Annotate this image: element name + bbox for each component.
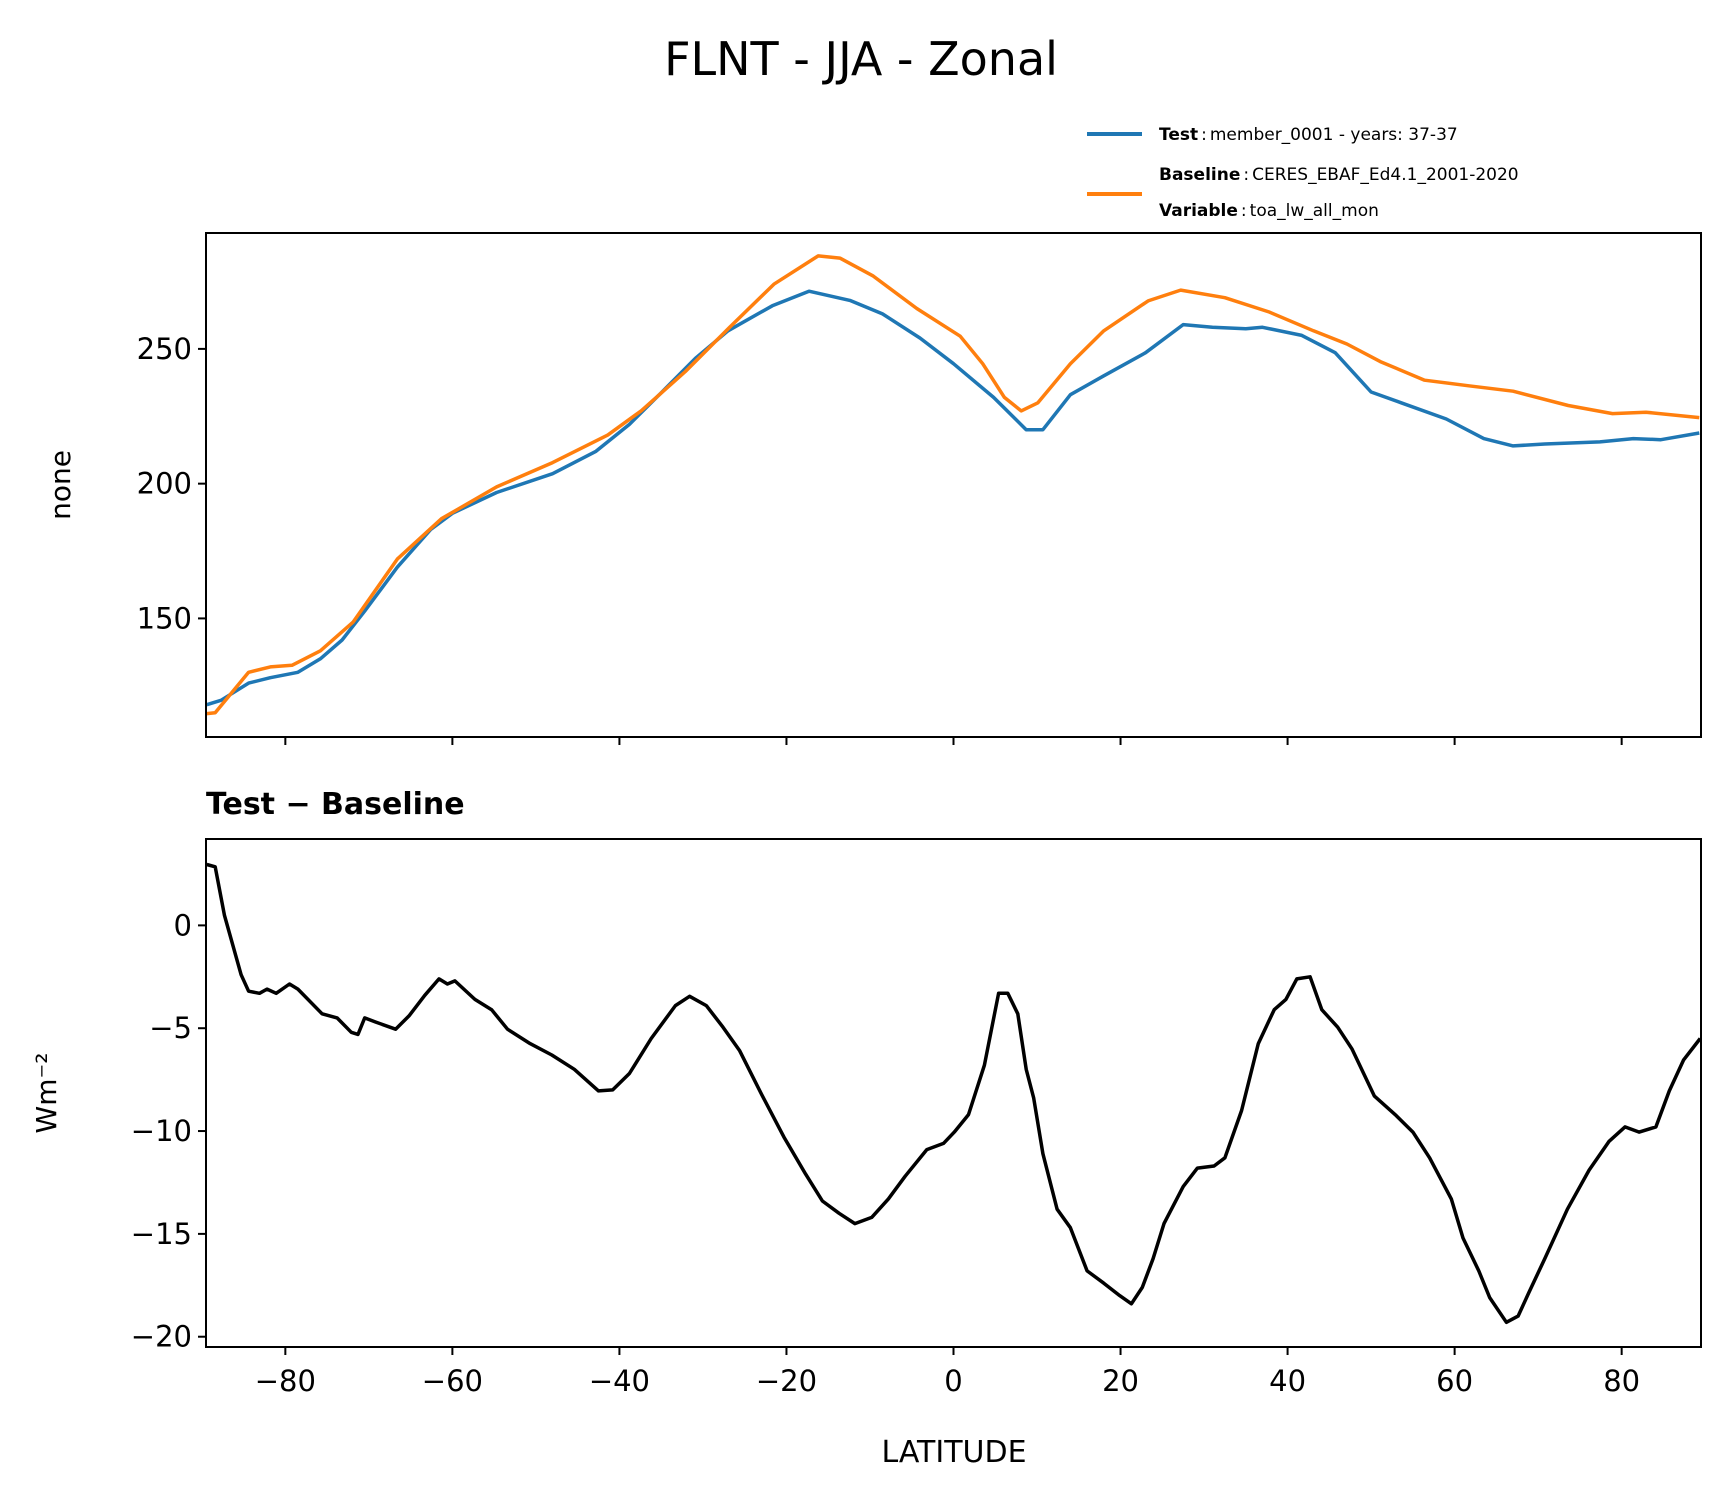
y-tick-label: 200 [137,467,192,501]
x-tick-label: −60 [422,1364,483,1398]
legend: Test: member_0001 - years: 37-37 Baseline… [1087,125,1519,221]
x-tick-label: 20 [1102,1364,1139,1398]
svg-text:Variable:toa_lw_all_mon: Variable: toa_lw_all_mon [1159,201,1379,221]
legend-sep: : [1241,201,1247,221]
x-tick-label: 80 [1603,1364,1640,1398]
x-tick-label: 0 [944,1364,962,1398]
series-line-baseline [206,254,1700,716]
x-axis-label: LATITUDE [881,1435,1026,1470]
x-tick-label: −80 [255,1364,316,1398]
series-line-test [206,289,1700,707]
x-tick-label: −40 [589,1364,650,1398]
legend-sep: : [1201,125,1207,145]
x-tick-label: 40 [1269,1364,1306,1398]
y-tick-label: 0 [174,908,192,942]
legend-variable-label: Variable [1159,201,1238,221]
bottom-axes: −80 −60 −40 −20 0 20 40 60 80 −20 −15 −10 −5 0 [131,838,1702,1398]
axes-frame [205,838,1702,1348]
y-tick-label: 150 [137,601,192,635]
legend-test-label: Test [1159,125,1198,145]
x-tick-label: −20 [756,1364,817,1398]
legend-baseline-value: CERES_EBAF_Ed4.1_2001-2020 [1252,165,1519,185]
axes-frame [205,232,1702,738]
bottom-ylabel: Wm⁻² [30,1053,63,1134]
y-tick-label: −20 [131,1320,192,1354]
y-tick-label: −15 [131,1217,192,1251]
svg-text:Test:member_0001 - years: 37-3: Test: member_0001 - years: 37-37 [1159,125,1458,145]
bottom-subplot-title: Test − Baseline [206,787,465,822]
legend-sep: : [1243,165,1249,185]
y-tick-label: 250 [137,332,192,366]
svg-text:Baseline:CERES_EBAF_Ed4.1_2001: Baseline: CERES_EBAF_Ed4.1_2001-2020 [1159,165,1519,185]
legend-baseline-label: Baseline [1159,165,1240,185]
legend-test-value: member_0001 - years: 37-37 [1210,125,1458,145]
y-tick-label: −5 [149,1011,192,1045]
x-tick-label: 60 [1436,1364,1473,1398]
top-axes: 150 200 250 [137,232,1702,745]
legend-variable-value: toa_lw_all_mon [1250,201,1379,221]
y-tick-label: −10 [131,1114,192,1148]
figure-title: FLNT - JJA - Zonal [664,32,1058,86]
series-line-test-baseline [206,862,1701,1325]
top-ylabel: none [44,450,77,520]
